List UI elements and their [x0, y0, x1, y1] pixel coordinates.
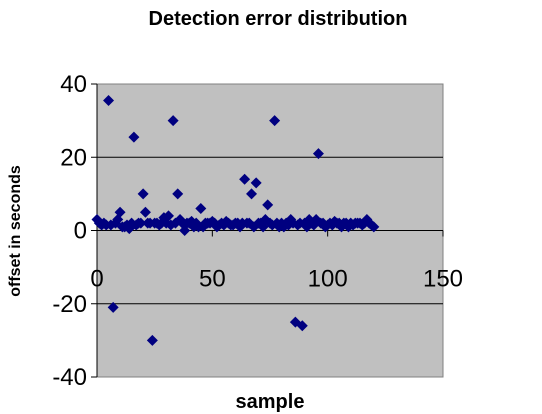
x-tick-label: 50	[199, 266, 226, 293]
x-tick-label: 0	[90, 266, 103, 293]
y-tick-label: 0	[74, 218, 87, 245]
y-tick-label: -40	[52, 364, 87, 391]
x-tick-label: 100	[308, 266, 348, 293]
x-tick-label: 150	[423, 266, 463, 293]
y-tick-label: 20	[60, 144, 87, 171]
chart-title: Detection error distribution	[149, 8, 408, 30]
y-tick-label: 40	[60, 71, 87, 98]
x-axis-label: sample	[236, 391, 305, 413]
y-axis-label: offset in seconds	[7, 165, 24, 297]
y-tick-label: -20	[52, 291, 87, 318]
